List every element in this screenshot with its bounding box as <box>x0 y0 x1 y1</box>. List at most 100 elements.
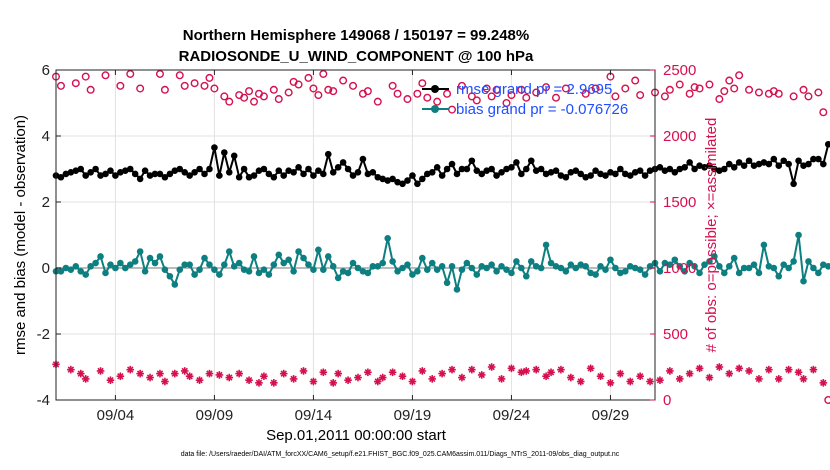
rmse-point <box>636 167 644 174</box>
bias-point <box>483 264 490 272</box>
assimilated-obs-marker <box>171 369 179 378</box>
bias-point <box>136 248 144 255</box>
rmse-point <box>122 167 129 174</box>
bias-point <box>676 263 684 270</box>
bias-point <box>389 258 396 265</box>
bias-point <box>824 263 830 270</box>
assimilated-obs-marker <box>735 364 743 373</box>
possible-obs-marker <box>532 88 541 97</box>
rmse-point <box>344 165 352 173</box>
bias-point <box>765 263 773 270</box>
bias-point <box>305 261 312 269</box>
possible-obs-marker <box>220 92 229 101</box>
rmse-point <box>126 165 134 173</box>
assimilated-obs-marker <box>329 379 338 387</box>
x-tick-label: 09/24 <box>493 407 531 424</box>
bias-point <box>176 266 184 273</box>
rmse-point <box>171 167 179 174</box>
x-tick-label: 09/04 <box>97 407 135 424</box>
legend-bias-label: bias grand pr = -0.076726 <box>456 101 628 118</box>
possible-obs-marker <box>245 87 254 96</box>
possible-obs-marker <box>725 76 734 85</box>
assimilated-obs-marker <box>695 364 704 373</box>
rmse-point <box>280 172 288 179</box>
possible-obs-marker <box>804 92 813 101</box>
rmse-point <box>547 169 555 176</box>
possible-obs-marker <box>665 85 674 94</box>
bias-point <box>626 263 634 270</box>
possible-obs-marker <box>101 71 110 80</box>
bias-point <box>438 263 446 270</box>
assimilated-obs-marker <box>586 364 595 373</box>
rmse-point <box>617 165 624 173</box>
assimilated-obs-marker <box>705 373 714 382</box>
assimilated-obs-marker <box>448 365 456 374</box>
bias-point <box>364 269 372 277</box>
rmse-point <box>681 164 689 171</box>
rmse-point <box>458 165 466 173</box>
rmse-point <box>419 175 426 183</box>
bias-point <box>320 266 327 273</box>
rmse-point <box>290 169 297 176</box>
left-y-tick-label: -4 <box>37 392 50 409</box>
assimilated-obs-marker <box>438 369 446 378</box>
rmse-point <box>532 167 540 174</box>
bias-point <box>161 266 169 273</box>
bias-point <box>112 264 119 272</box>
rmse-point <box>404 177 411 184</box>
rmse-point <box>815 155 822 163</box>
rmse-point <box>315 167 322 174</box>
assimilated-obs-marker <box>344 376 352 384</box>
rmse-point <box>522 165 530 173</box>
possible-obs-marker <box>705 80 714 89</box>
rmse-point <box>572 167 580 174</box>
rmse-point <box>755 160 763 168</box>
bias-point <box>122 264 129 272</box>
rmse-point <box>131 170 139 178</box>
bias-point <box>240 266 248 273</box>
possible-obs-marker <box>319 69 328 78</box>
possible-obs-marker <box>259 92 268 101</box>
bias-point <box>542 241 550 249</box>
assimilated-obs-marker <box>646 377 654 386</box>
possible-obs-marker <box>71 79 80 88</box>
possible-obs-marker <box>329 87 338 96</box>
rmse-point <box>631 169 639 176</box>
bias-point <box>235 259 243 267</box>
assimilated-obs-marker <box>398 372 407 381</box>
rmse-point <box>701 164 708 171</box>
assimilated-obs-marker <box>96 367 105 375</box>
assimilated-obs-marker <box>576 377 585 386</box>
bias-point <box>354 264 362 272</box>
possible-obs-marker <box>591 84 600 93</box>
assimilated-obs-marker <box>136 369 144 378</box>
left-y-tick-label: 2 <box>42 194 50 211</box>
assimilated-obs-marker <box>388 368 397 377</box>
rmse-point <box>503 165 510 173</box>
assimilated-obs-marker <box>319 368 328 377</box>
rmse-point <box>384 177 391 184</box>
assimilated-obs-marker <box>289 375 298 383</box>
assimilated-obs-marker <box>507 364 516 373</box>
rmse-point <box>433 164 441 171</box>
bias-point <box>374 263 382 270</box>
assimilated-obs-marker <box>309 377 318 386</box>
assimilated-obs-marker <box>418 367 427 375</box>
rmse-point <box>329 169 337 176</box>
assimilated-obs-marker <box>205 369 214 378</box>
rmse-point <box>518 170 525 178</box>
bias-point <box>716 263 723 270</box>
possible-obs-marker <box>309 84 318 93</box>
rmse-point <box>379 175 387 183</box>
rmse-point <box>82 172 90 179</box>
possible-obs-marker <box>730 84 739 93</box>
rmse-point <box>582 173 589 181</box>
assimilated-obs-marker <box>235 369 243 378</box>
rmse-point <box>320 170 327 178</box>
bias-point <box>701 261 708 269</box>
rmse-point <box>745 157 753 165</box>
rmse-point <box>349 172 357 179</box>
bias-point <box>641 271 649 278</box>
bias-point <box>275 251 283 259</box>
bias-point <box>414 268 421 275</box>
